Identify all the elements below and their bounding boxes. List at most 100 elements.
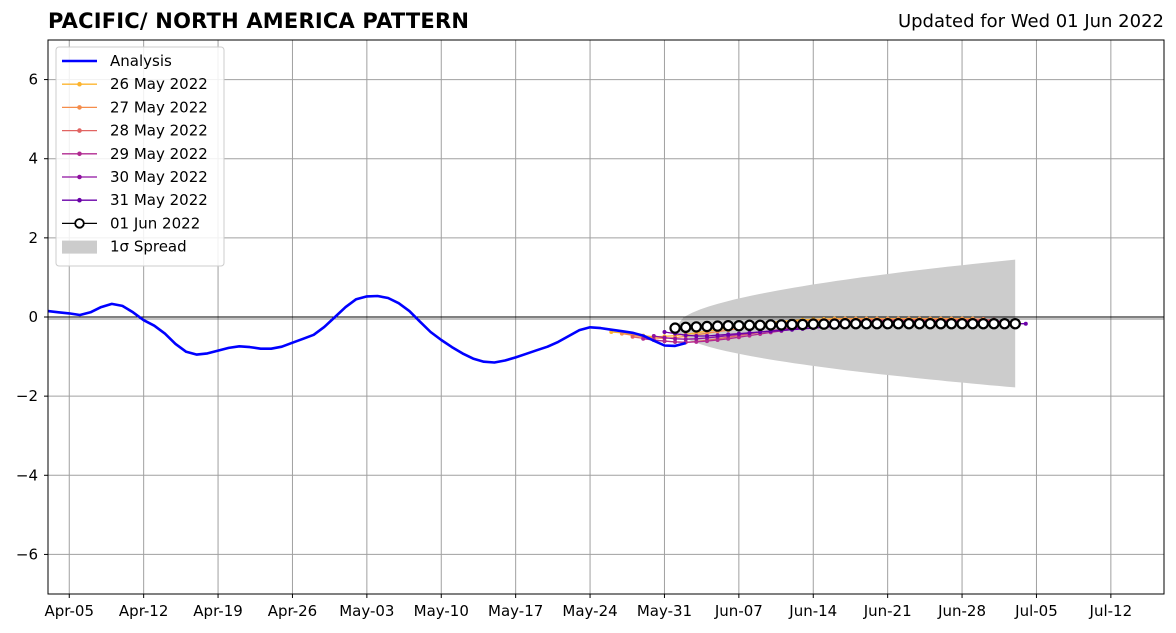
legend-item-1-spread[interactable]: 1σ Spread — [62, 238, 187, 256]
x-tick-label: Jul-12 — [1089, 602, 1133, 620]
y-tick-label: 2 — [28, 229, 38, 247]
legend-label: 31 May 2022 — [110, 191, 208, 209]
forecast-point — [871, 318, 883, 330]
forecast-point — [977, 318, 990, 330]
forecast-point — [690, 321, 703, 333]
forecast-point — [945, 318, 958, 330]
legend-item-31-may-2022[interactable]: 31 May 2022 — [62, 191, 208, 209]
legend-marker — [77, 197, 82, 203]
forecast-point — [683, 337, 688, 342]
forecast-point — [662, 339, 667, 344]
forecast-point — [882, 318, 894, 330]
forecast-point — [998, 318, 1011, 330]
chart-title: PACIFIC/ NORTH AMERICA PATTERN — [48, 9, 470, 33]
forecast-point — [662, 335, 667, 340]
x-tick-label: Apr-19 — [193, 602, 243, 620]
legend-item-28-may-2022[interactable]: 28 May 2022 — [62, 122, 208, 140]
forecast-point — [956, 318, 968, 330]
legend-marker — [77, 151, 82, 157]
y-tick-label: 0 — [28, 308, 38, 326]
forecast-point — [743, 319, 756, 331]
x-tick-label: Jun-28 — [937, 602, 986, 620]
x-tick-label: May-24 — [562, 602, 617, 620]
forecast-point — [967, 318, 979, 330]
y-tick-label: 6 — [28, 71, 38, 89]
legend-item-26-may-2022[interactable]: 26 May 2022 — [62, 75, 208, 93]
forecast-point — [726, 336, 731, 341]
forecast-point — [726, 332, 731, 337]
legend-item-29-may-2022[interactable]: 29 May 2022 — [62, 145, 208, 163]
x-tick-label: Apr-26 — [268, 602, 318, 620]
legend-label: 27 May 2022 — [110, 98, 208, 116]
forecast-point — [913, 318, 926, 330]
legend-item-27-may-2022[interactable]: 27 May 2022 — [62, 98, 208, 116]
y-tick-label: −2 — [16, 387, 38, 405]
forecast-point — [711, 320, 724, 332]
y-tick-label: 4 — [28, 150, 38, 168]
legend-marker — [77, 81, 82, 87]
forecast-point — [733, 320, 745, 332]
forecast-point — [818, 318, 830, 330]
x-tick-label: Jun-14 — [788, 602, 837, 620]
legend-item-01-jun-2022[interactable]: 01 Jun 2022 — [62, 214, 200, 232]
forecast-point — [683, 333, 688, 338]
forecast-point — [860, 318, 873, 330]
x-tick-label: Apr-12 — [119, 602, 169, 620]
forecast-point — [786, 318, 798, 331]
legend-label: Analysis — [110, 52, 172, 70]
y-tick-label: −6 — [16, 545, 38, 563]
x-tick-label: Jul-05 — [1014, 602, 1058, 620]
legend-label: 01 Jun 2022 — [110, 214, 200, 232]
ticks: Apr-05 Apr-12 Apr-19 Apr-26 May-03 May-10 May-… — [16, 71, 1132, 620]
forecast-point — [630, 334, 635, 339]
x-tick-label: Jun-07 — [714, 602, 763, 620]
forecast-point — [754, 319, 766, 331]
legend-marker — [77, 174, 82, 180]
forecast-point — [715, 337, 720, 342]
x-tick-label: May-31 — [637, 602, 692, 620]
forecast-point — [701, 320, 713, 333]
legend-marker — [74, 218, 85, 229]
forecast-point — [641, 336, 646, 341]
legend-label: 29 May 2022 — [110, 145, 208, 163]
series — [47, 294, 1028, 364]
forecast-point — [669, 322, 681, 334]
legend-swatch — [62, 240, 97, 254]
forecast-point — [807, 318, 820, 330]
x-tick-label: Jun-21 — [863, 602, 912, 620]
legend-marker — [77, 128, 82, 133]
legend[interactable]: Analysis 26 May 2022 27 May 2022 28 May 202… — [55, 46, 225, 267]
forecast-point — [775, 319, 788, 331]
forecast-point — [736, 331, 741, 336]
updated-date: Updated for Wed 01 Jun 2022 — [897, 11, 1164, 32]
forecast-point — [673, 336, 678, 341]
forecast-series-01-jun-2022 — [669, 318, 1021, 334]
forecast-point — [988, 318, 1000, 330]
legend-label: 1σ Spread — [110, 238, 187, 256]
forecast-point — [850, 318, 862, 330]
forecast-point — [1023, 321, 1028, 326]
forecast-point — [903, 318, 915, 330]
x-tick-label: Apr-05 — [45, 602, 95, 620]
forecast-point — [662, 329, 667, 334]
forecast-point — [680, 321, 692, 333]
forecast-point — [694, 333, 699, 338]
x-tick-label: May-03 — [339, 602, 394, 620]
forecast-point — [705, 333, 710, 338]
forecast-point — [924, 318, 936, 330]
legend-item-analysis[interactable]: Analysis — [62, 52, 172, 70]
y-tick-label: −4 — [16, 466, 38, 484]
legend-item-30-may-2022[interactable]: 30 May 2022 — [62, 168, 208, 186]
legend-label: 28 May 2022 — [110, 122, 208, 140]
forecast-point — [765, 319, 777, 331]
forecast-point — [722, 320, 734, 332]
forecast-point — [796, 318, 809, 331]
legend-label: 30 May 2022 — [110, 168, 208, 186]
forecast-point — [935, 318, 947, 330]
x-tick-label: May-17 — [488, 602, 543, 620]
forecast-point — [839, 318, 851, 330]
legend-marker — [77, 105, 82, 110]
forecast-point — [1009, 318, 1021, 330]
forecast-point — [651, 333, 656, 338]
